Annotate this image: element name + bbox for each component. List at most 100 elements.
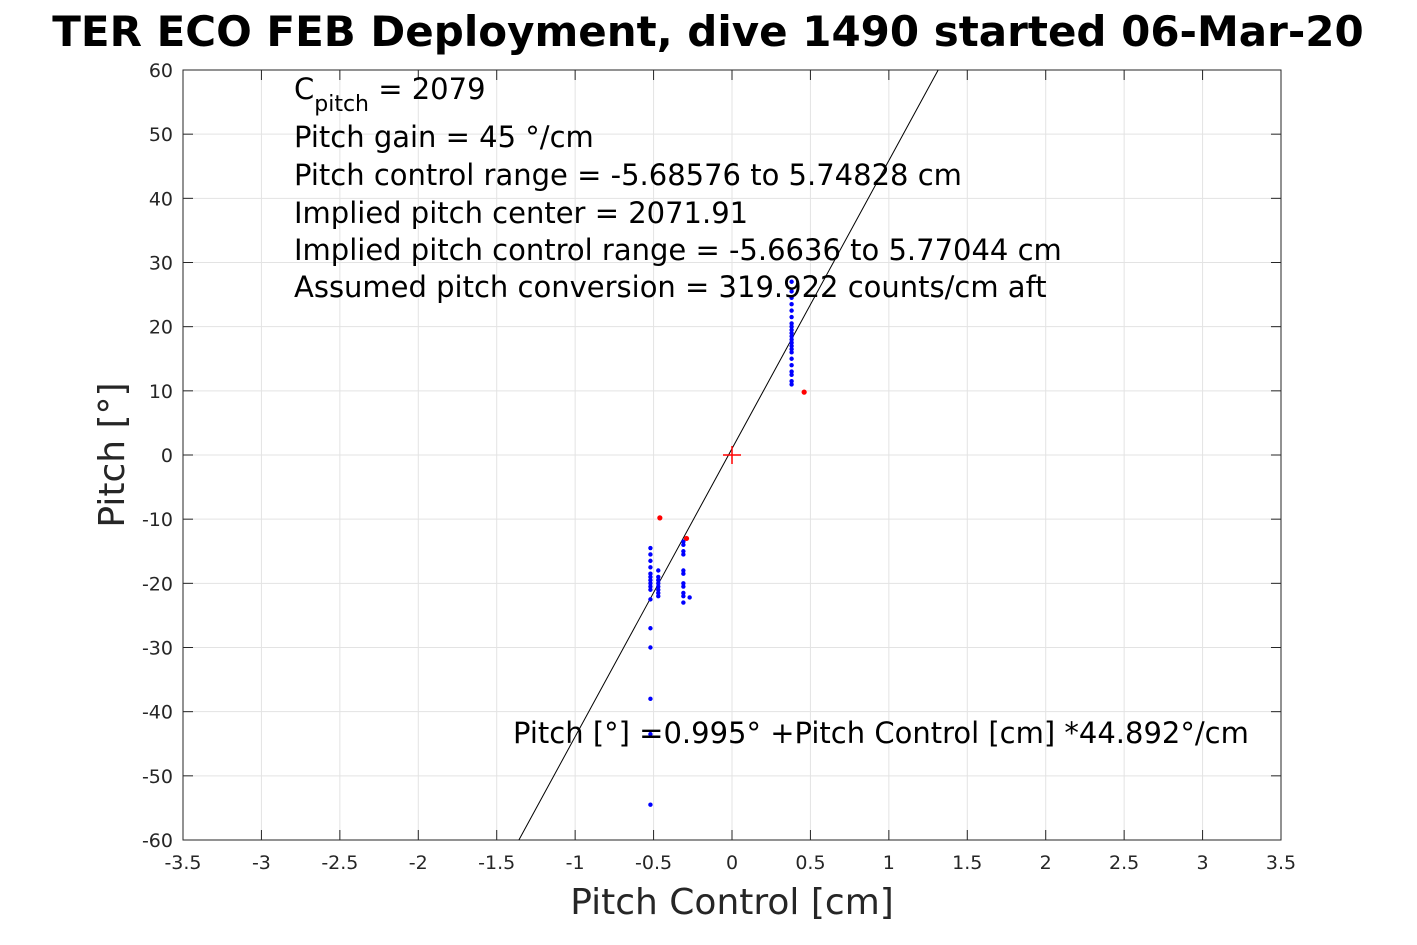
pitch-control-range-annotation: Pitch control range = -5.68576 to 5.7482… — [294, 158, 962, 192]
data-point — [789, 289, 794, 294]
data-point — [789, 362, 794, 368]
data-point — [648, 571, 653, 576]
x-tick-label: -2 — [409, 852, 428, 874]
data-point — [789, 330, 794, 336]
data-point — [648, 545, 653, 551]
x-tick-label: -1 — [566, 852, 585, 874]
fit-equation-annotation: Pitch [°] =0.995° +Pitch Control [cm] *4… — [513, 716, 1249, 750]
data-point — [681, 552, 686, 557]
data-point — [648, 645, 653, 650]
data-point — [789, 308, 794, 313]
data-point — [789, 343, 794, 349]
x-tick-label: 1 — [883, 852, 895, 874]
data-point — [681, 584, 686, 589]
axes-box — [182, 69, 1282, 841]
y-tick-label: -20 — [142, 573, 173, 595]
x-tick-label: 1.5 — [952, 852, 982, 874]
data-point — [648, 558, 653, 564]
annotation-block: Cpitch = 2079 Pitch gain = 45 °/cm Pitch… — [294, 72, 1062, 304]
data-point — [681, 600, 686, 605]
data-point — [656, 593, 661, 599]
data-point — [681, 593, 686, 599]
y-tick-label: -50 — [142, 766, 173, 788]
y-tick-label: -60 — [142, 830, 173, 852]
x-tick-label: 2.5 — [1109, 852, 1139, 874]
y-tick-label: -40 — [142, 702, 173, 724]
y-tick-labels: 60 50 40 30 20 10 0 -10 -20 -30 -40 -50 -60 — [142, 60, 173, 852]
data-point — [789, 337, 794, 342]
implied-pitch-control-range-annotation: Implied pitch control range = -5.6636 to… — [294, 233, 1062, 267]
x-tick-label: 3.5 — [1266, 852, 1296, 874]
data-point — [789, 302, 794, 307]
data-point — [648, 552, 653, 557]
y-tick-label: 50 — [149, 124, 173, 146]
data-point — [789, 279, 794, 284]
cpitch-annotation: Cpitch = 2079 — [294, 72, 486, 117]
data-point — [789, 340, 794, 345]
data-point — [648, 696, 653, 702]
y-tick-label: 40 — [149, 188, 173, 210]
x-tick-label: -0.5 — [635, 852, 672, 874]
data-point — [681, 539, 686, 544]
data-point — [789, 327, 794, 333]
data-point — [681, 549, 686, 554]
data-points — [648, 279, 807, 807]
data-point — [648, 565, 653, 570]
data-point — [656, 568, 661, 573]
data-point — [656, 590, 661, 596]
data-point — [656, 577, 661, 583]
data-point — [683, 535, 690, 542]
data-point — [656, 584, 661, 589]
x-tick-label: -2.5 — [321, 852, 358, 874]
x-tick-label: 3 — [1197, 852, 1209, 874]
data-point — [681, 581, 686, 586]
x-axis-label: Pitch Control [cm] — [570, 882, 894, 923]
x-tick-label: -1.5 — [478, 852, 515, 874]
y-tick-label: 20 — [149, 317, 173, 339]
y-tick-label: 10 — [149, 381, 173, 403]
data-point — [789, 379, 794, 384]
data-point — [656, 574, 661, 580]
data-point — [648, 597, 653, 602]
data-point — [648, 574, 653, 580]
x-tick-label: 2 — [1040, 852, 1052, 874]
y-tick-label: -10 — [142, 509, 173, 531]
x-tick-label: 0 — [726, 852, 738, 874]
data-point — [789, 369, 794, 374]
y-tick-label: 0 — [161, 445, 173, 467]
data-point — [789, 295, 794, 300]
data-point — [656, 587, 661, 592]
y-tick-label: 30 — [149, 253, 173, 275]
x-tick-label: -3 — [252, 852, 271, 874]
x-tick-label: -3.5 — [164, 852, 201, 874]
data-point — [789, 356, 794, 361]
center-marker-group — [723, 446, 741, 464]
data-point — [648, 581, 653, 586]
data-point — [681, 568, 686, 573]
data-point — [789, 350, 794, 355]
pitch-gain-annotation: Pitch gain = 45 °/cm — [294, 120, 594, 154]
data-point — [681, 542, 686, 548]
data-point — [687, 595, 692, 600]
data-point — [648, 584, 653, 589]
data-point — [789, 321, 794, 326]
data-point — [789, 324, 794, 329]
data-point — [648, 577, 653, 583]
data-point — [648, 731, 653, 737]
pitch-conversion-annotation: Assumed pitch conversion = 319.922 count… — [294, 270, 1047, 304]
data-point — [648, 587, 653, 592]
chart-title: TER ECO FEB Deployment, dive 1490 starte… — [52, 7, 1363, 56]
data-point — [789, 314, 794, 320]
data-point — [789, 334, 794, 339]
x-tick-label: 0.5 — [795, 852, 825, 874]
data-point — [656, 581, 661, 586]
x-tick-labels: -3.5 -3 -2.5 -2 -1.5 -1 -0.5 0 0.5 1 1.5 2 2.5 3 3.5 — [164, 852, 1296, 874]
data-point — [648, 802, 653, 807]
data-point — [789, 372, 794, 377]
data-point — [648, 626, 653, 631]
implied-pitch-center-annotation: Implied pitch center = 2071.91 — [294, 196, 748, 230]
y-tick-label: 60 — [149, 60, 173, 82]
y-tick-label: -30 — [142, 638, 173, 660]
data-point — [789, 382, 794, 387]
